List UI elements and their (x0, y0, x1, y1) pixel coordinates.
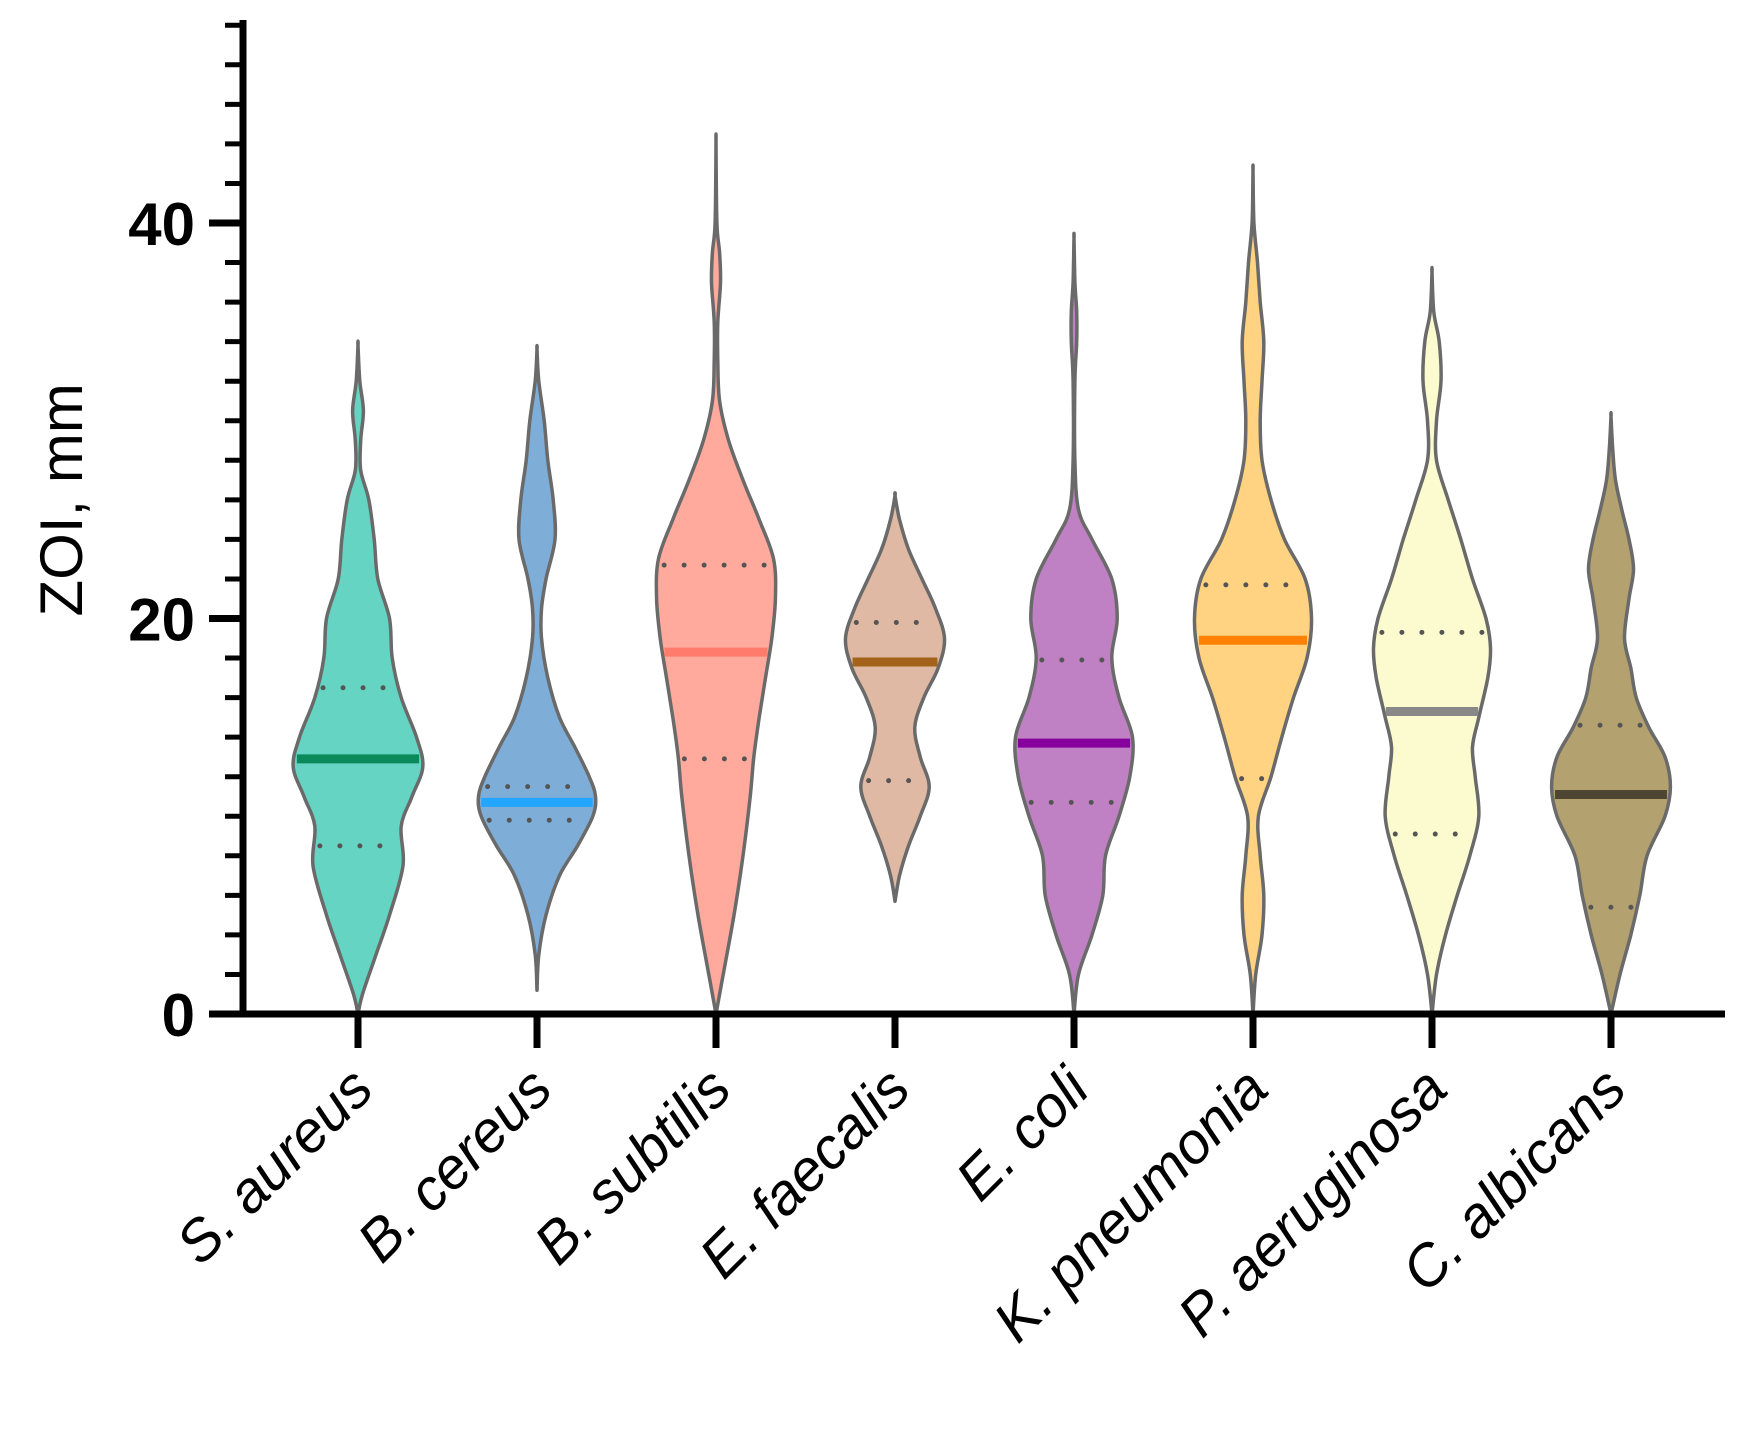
violin-c-albicans (1549, 410, 1673, 1016)
violin-body (291, 339, 425, 1016)
y-tick-label-20: 20 (128, 587, 195, 654)
violin-body (654, 132, 778, 1016)
violins-layer (291, 132, 1673, 1016)
y-tick-label-40: 40 (128, 191, 195, 258)
violin-body (1192, 163, 1314, 1016)
violin-p-aeruginosa (1371, 265, 1493, 1016)
violin-b-cereus (476, 343, 598, 993)
violin-e-coli (1013, 231, 1135, 1016)
violin-body (843, 491, 947, 904)
x-tick-label-s-aureus: S. aureus (164, 1055, 386, 1277)
violin-s-aureus (291, 339, 425, 1016)
violin-e-faecalis (843, 491, 947, 904)
violin-b-subtilis (654, 132, 778, 1016)
violin-body (1013, 231, 1135, 1016)
y-axis-title: ZOI, mm (28, 383, 95, 616)
violin-body (1371, 265, 1493, 1016)
axes-layer (209, 20, 1725, 1048)
violin-body (476, 343, 598, 993)
violin-k-pneumonia (1192, 163, 1314, 1016)
y-tick-label-0: 0 (162, 982, 195, 1049)
x-tick-label-e-coli: E. coli (944, 1054, 1103, 1213)
violin-body (1549, 410, 1673, 1016)
